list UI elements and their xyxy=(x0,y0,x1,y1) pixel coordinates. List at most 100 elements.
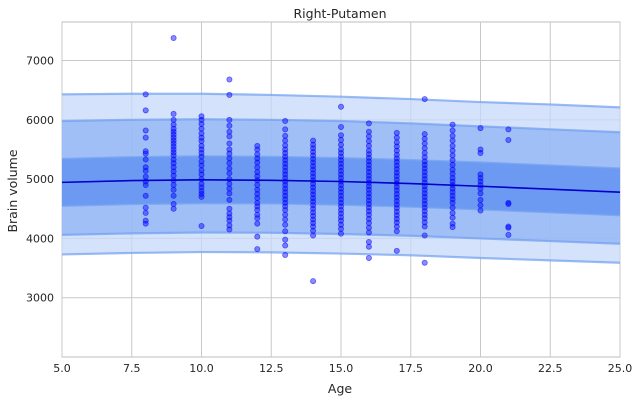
data-point xyxy=(198,162,205,169)
data-point xyxy=(310,232,317,239)
data-point xyxy=(421,219,428,226)
data-point xyxy=(365,238,372,245)
data-point xyxy=(254,190,261,197)
data-point xyxy=(226,165,233,172)
data-point xyxy=(198,153,205,160)
x-tick-label: 7.5 xyxy=(123,362,141,375)
data-point xyxy=(310,227,317,234)
data-point xyxy=(170,186,177,193)
data-point xyxy=(170,201,177,208)
data-point xyxy=(226,91,233,98)
data-point xyxy=(282,252,289,259)
data-point xyxy=(505,231,512,238)
data-point xyxy=(393,134,400,141)
band-edge-upper xyxy=(61,118,621,134)
data-point xyxy=(198,130,205,137)
data-point xyxy=(142,220,149,227)
data-point xyxy=(449,157,456,164)
data-point xyxy=(365,211,372,218)
data-point xyxy=(393,129,400,136)
data-point xyxy=(449,214,456,221)
y-tick-label: 7000 xyxy=(26,55,54,68)
data-point xyxy=(282,211,289,218)
data-point xyxy=(198,222,205,229)
data-point xyxy=(449,142,456,149)
data-point xyxy=(254,169,261,176)
x-tick-label: 25.0 xyxy=(608,362,633,375)
data-point xyxy=(505,201,512,208)
median-line-group xyxy=(61,179,621,193)
data-point xyxy=(142,182,149,189)
data-point xyxy=(282,242,289,249)
data-point xyxy=(477,190,484,197)
data-point xyxy=(282,216,289,223)
x-tick-label: 17.5 xyxy=(399,362,424,375)
data-point xyxy=(254,186,261,193)
data-point xyxy=(393,139,400,146)
data-point xyxy=(393,143,400,150)
data-point xyxy=(365,142,372,149)
data-point xyxy=(226,222,233,229)
data-point xyxy=(365,243,372,250)
data-point xyxy=(449,121,456,128)
data-point xyxy=(421,131,428,138)
data-point xyxy=(142,127,149,134)
data-point xyxy=(254,233,261,240)
data-point xyxy=(226,122,233,129)
data-point xyxy=(282,132,289,139)
y-axis-label: Brain volume xyxy=(5,149,20,232)
data-point xyxy=(365,133,372,140)
chart-title: Right-Putamen xyxy=(293,6,386,21)
data-point xyxy=(198,167,205,174)
data-point xyxy=(421,145,428,152)
data-point xyxy=(449,170,456,177)
band-edge-lower xyxy=(61,250,621,264)
band-edge-upper xyxy=(61,92,621,109)
data-point xyxy=(365,219,372,226)
data-point xyxy=(449,137,456,144)
data-point xyxy=(477,125,484,132)
data-point xyxy=(142,134,149,141)
data-point xyxy=(337,141,344,148)
data-point xyxy=(282,142,289,149)
data-point xyxy=(282,236,289,243)
data-point xyxy=(310,137,317,144)
data-point xyxy=(226,226,233,233)
data-point xyxy=(282,228,289,235)
data-point xyxy=(254,206,261,213)
data-point xyxy=(310,223,317,230)
data-point xyxy=(226,133,233,140)
data-point xyxy=(449,199,456,206)
data-point xyxy=(142,209,149,216)
data-point xyxy=(449,204,456,211)
data-point xyxy=(170,152,177,159)
data-point xyxy=(365,215,372,222)
data-point xyxy=(449,209,456,216)
data-point xyxy=(337,136,344,143)
data-point xyxy=(421,150,428,157)
data-point xyxy=(477,150,484,157)
x-tick-label: 10.0 xyxy=(189,362,214,375)
data-point xyxy=(170,168,177,175)
data-point xyxy=(254,151,261,158)
data-point xyxy=(282,118,289,125)
data-point xyxy=(170,192,177,199)
data-point xyxy=(254,182,261,189)
data-point xyxy=(421,154,428,161)
data-point xyxy=(254,215,261,222)
data-point xyxy=(226,190,233,197)
data-point xyxy=(337,221,344,228)
data-point xyxy=(365,128,372,135)
data-point xyxy=(421,259,428,266)
data-point xyxy=(393,147,400,154)
data-points xyxy=(142,35,512,285)
data-point xyxy=(337,217,344,224)
data-point xyxy=(226,146,233,153)
x-axis-label: Age xyxy=(328,381,352,396)
data-point xyxy=(421,140,428,147)
data-point xyxy=(142,204,149,211)
data-point xyxy=(198,158,205,165)
data-point xyxy=(226,205,233,212)
data-point xyxy=(226,116,233,123)
data-point xyxy=(449,132,456,139)
